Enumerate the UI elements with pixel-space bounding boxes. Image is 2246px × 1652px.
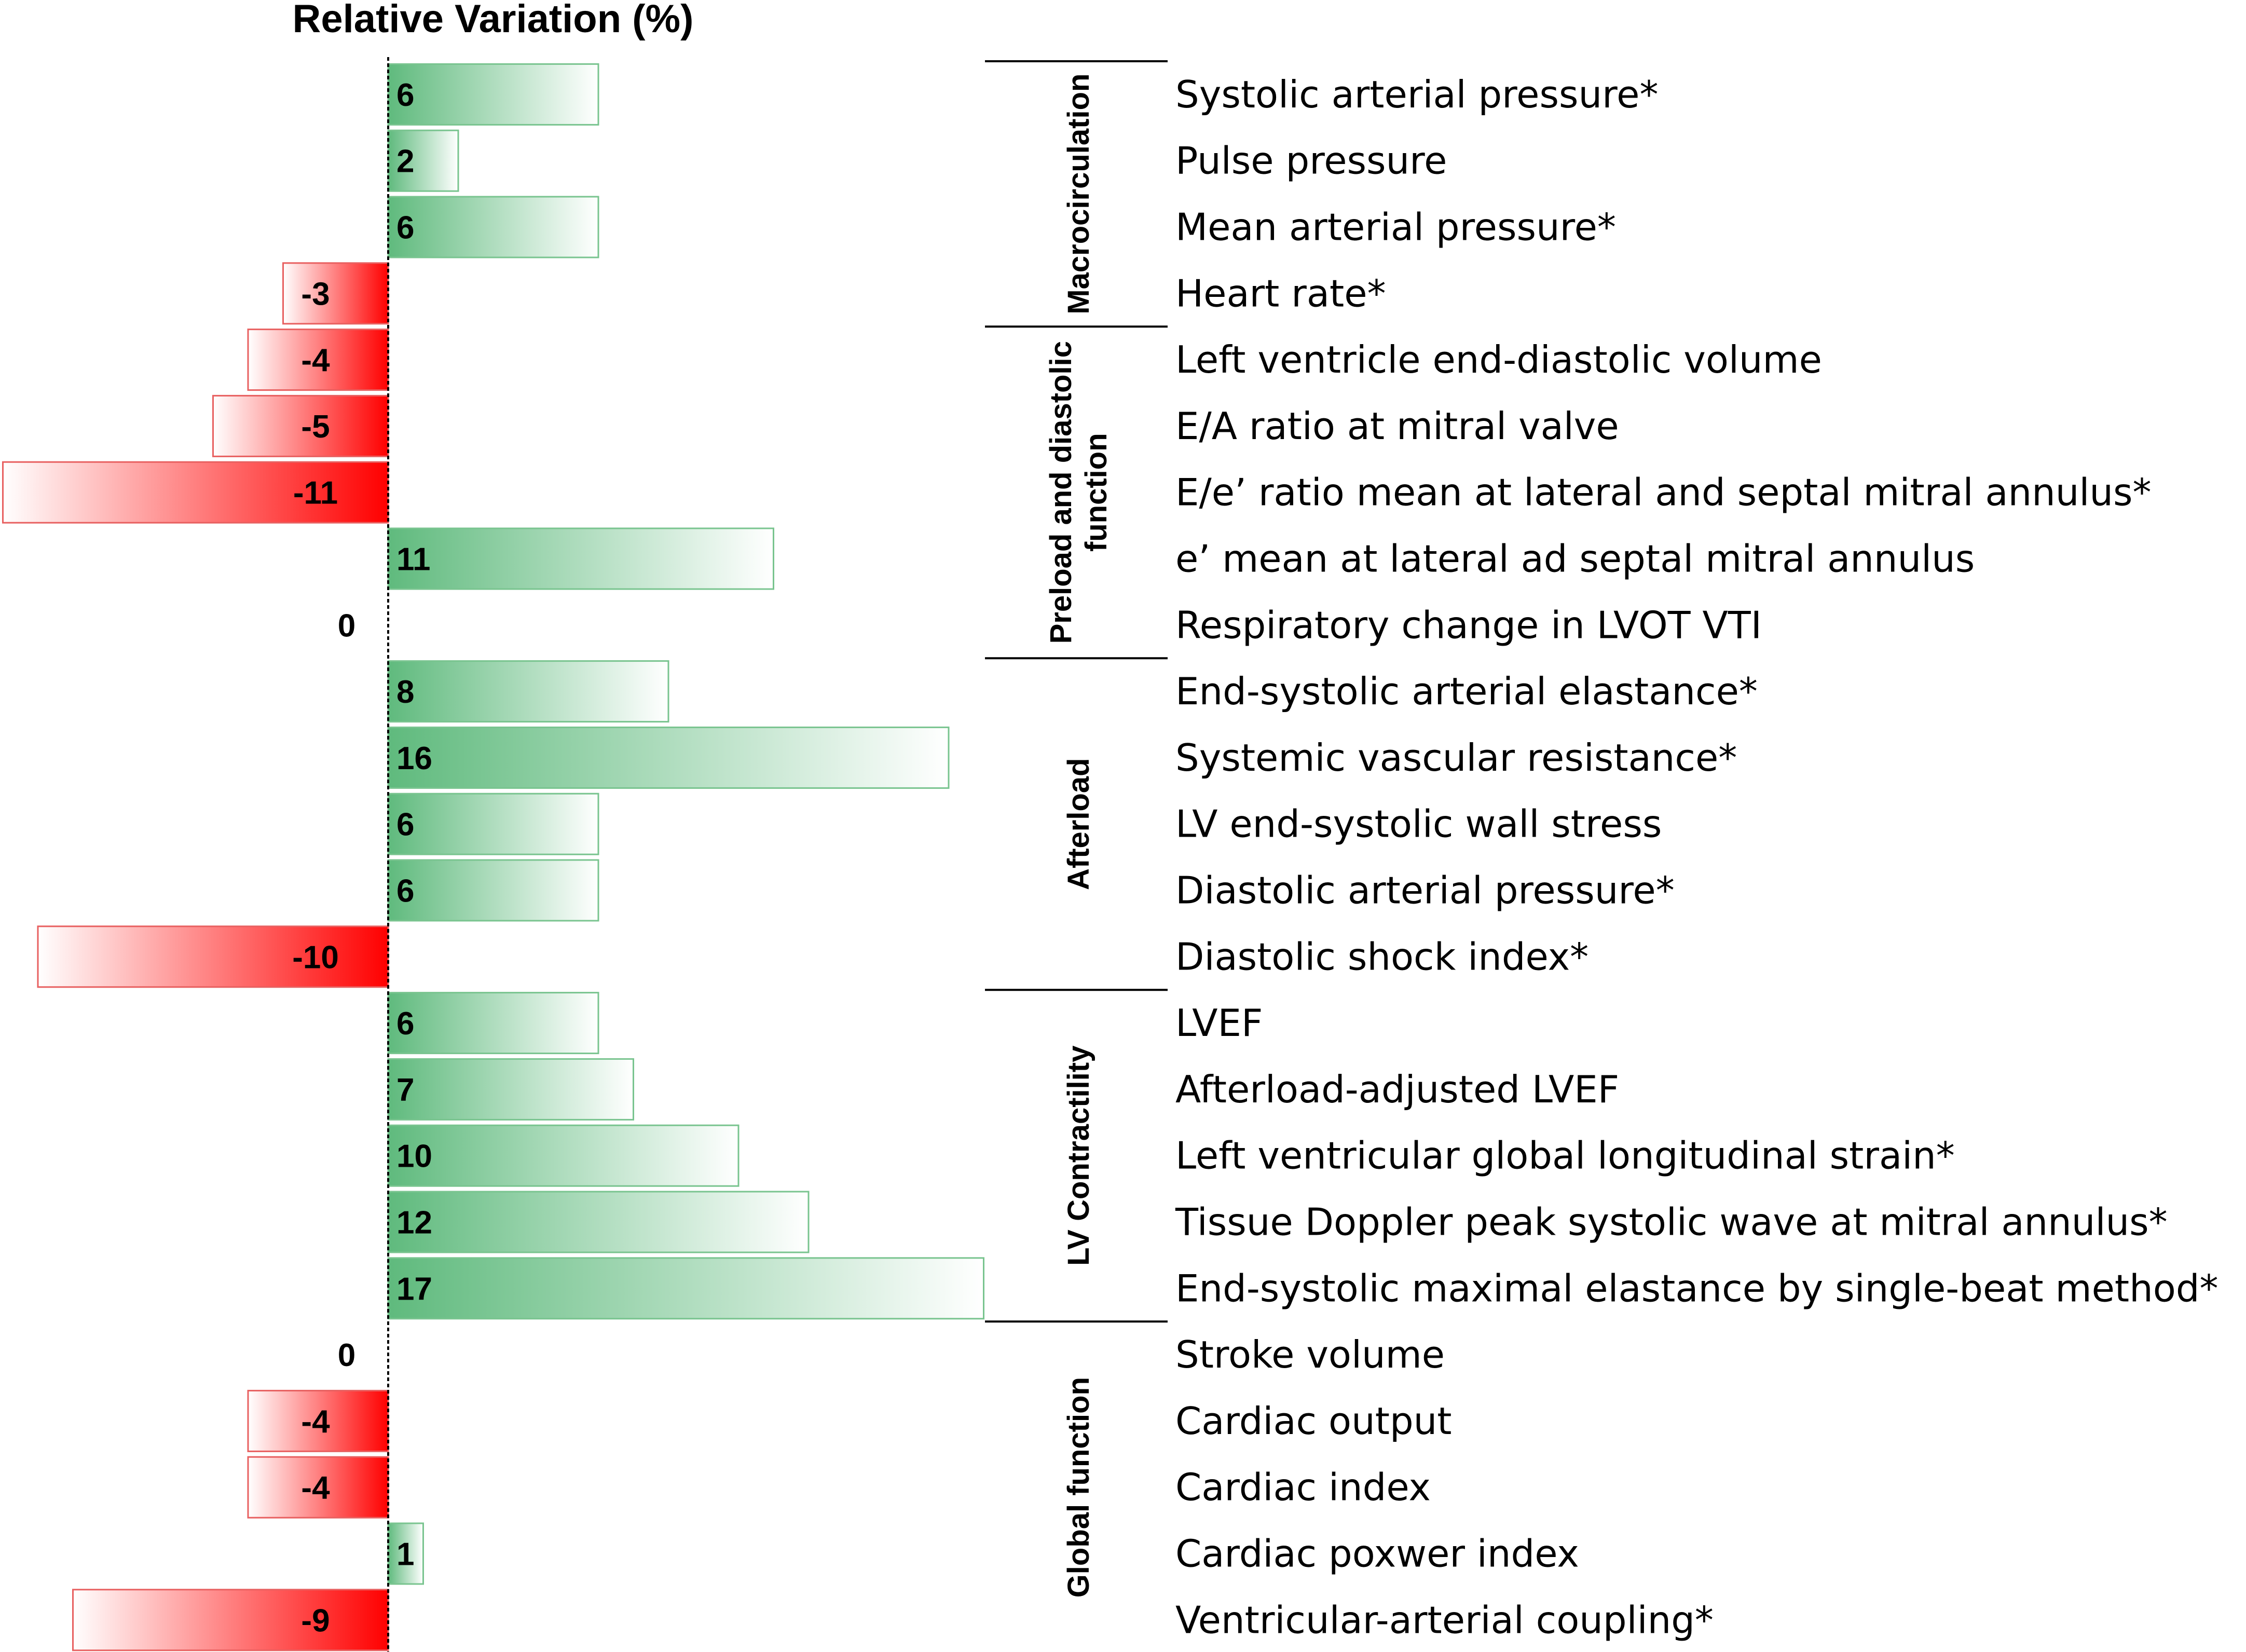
value-label-12: 6	[396, 873, 414, 909]
bar-13	[37, 925, 389, 988]
value-label-2: 6	[396, 210, 414, 246]
value-label-3: -3	[301, 276, 330, 312]
group-title-line: function	[1079, 433, 1113, 552]
row-labels-layer: Systolic arterial pressure* Pulse pressur…	[1175, 73, 2218, 1642]
group-title-line: Global function	[1062, 1377, 1095, 1598]
bar-18	[387, 1257, 984, 1320]
value-label-10: 16	[396, 741, 432, 776]
value-label-5: -5	[301, 409, 330, 445]
value-label-18: 17	[396, 1271, 432, 1307]
bar-22	[387, 1522, 424, 1585]
group-brackets-layer: Macrocirculation Preload and diastolicfun…	[985, 60, 1168, 1598]
bar-6	[2, 461, 389, 524]
value-label-16: 10	[396, 1139, 432, 1175]
value-label-9: 8	[396, 674, 414, 710]
row-label-23: Ventricular-arterial coupling*	[1175, 1598, 1714, 1642]
value-label-8: 0	[338, 608, 355, 644]
row-label-14: LVEF	[1175, 1001, 1263, 1045]
row-label-15: Afterload-adjusted LVEF	[1175, 1068, 1619, 1111]
row-label-20: Cardiac output	[1175, 1399, 1452, 1443]
value-label-0: 6	[396, 77, 414, 113]
bar-0	[387, 63, 599, 126]
value-label-11: 6	[396, 807, 414, 843]
group-title-1: Preload and diastolicfunction	[1044, 341, 1113, 644]
value-label-14: 6	[396, 1006, 414, 1042]
row-label-9: End-systolic arterial elastance*	[1175, 670, 1758, 713]
row-label-0: Systolic arterial pressure*	[1175, 73, 1658, 116]
group-title-line: Afterload	[1062, 758, 1095, 890]
bar-10	[387, 726, 950, 789]
group-title-line: LV Contractility	[1062, 1046, 1095, 1266]
bar-21	[247, 1456, 389, 1519]
row-label-16: Left ventricular global longitudinal str…	[1175, 1134, 1955, 1178]
bar-14	[387, 992, 599, 1055]
bar-15	[387, 1058, 634, 1121]
value-label-13: -10	[292, 939, 339, 975]
row-label-18: End-systolic maximal elastance by single…	[1175, 1266, 2218, 1310]
group-title-0: Macrocirculation	[1062, 74, 1095, 315]
value-label-17: 12	[396, 1205, 432, 1241]
row-label-3: Heart rate*	[1175, 271, 1386, 315]
bar-11	[387, 793, 599, 855]
bar-4	[247, 329, 389, 391]
row-label-8: Respiratory change in LVOT VTI	[1175, 603, 1762, 647]
value-label-1: 2	[396, 144, 414, 180]
bar-16	[387, 1124, 739, 1187]
row-label-17: Tissue Doppler peak systolic wave at mit…	[1175, 1200, 2168, 1244]
bar-2	[387, 196, 599, 258]
value-label-6: -11	[293, 475, 338, 511]
row-label-13: Diastolic shock index*	[1175, 935, 1588, 978]
row-label-6: E/e’ ratio mean at lateral and septal mi…	[1175, 471, 2152, 514]
value-label-7: 11	[396, 542, 431, 578]
bar-1	[387, 129, 459, 192]
group-title-2: Afterload	[1062, 758, 1095, 890]
row-label-1: Pulse pressure	[1175, 139, 1447, 183]
row-label-22: Cardiac poxwer index	[1175, 1532, 1579, 1576]
row-label-19: Stroke volume	[1175, 1333, 1445, 1376]
bars-layer	[2, 63, 984, 1651]
value-label-19: 0	[338, 1337, 355, 1373]
value-label-20: -4	[301, 1404, 330, 1440]
bar-7	[387, 527, 774, 590]
row-label-5: E/A ratio at mitral valve	[1175, 404, 1619, 448]
row-label-10: Systemic vascular resistance*	[1175, 736, 1737, 780]
row-label-4: Left ventricle end-diastolic volume	[1175, 338, 1822, 381]
bar-12	[387, 859, 599, 922]
row-label-21: Cardiac index	[1175, 1466, 1431, 1509]
row-label-2: Mean arterial pressure*	[1175, 206, 1616, 249]
row-label-11: LV end-systolic wall stress	[1175, 802, 1662, 846]
bar-23	[72, 1589, 389, 1651]
value-label-21: -4	[301, 1470, 330, 1506]
value-label-23: -9	[301, 1603, 330, 1639]
chart-title: Relative Variation (%)	[293, 0, 694, 41]
bar-9	[387, 660, 669, 723]
bar-17	[387, 1191, 810, 1253]
bar-3	[282, 262, 389, 325]
row-label-7: e’ mean at lateral ad septal mitral annu…	[1175, 537, 1975, 581]
group-title-line: Macrocirculation	[1062, 74, 1095, 315]
group-title-line: Preload and diastolic	[1044, 341, 1078, 644]
bar-5	[212, 394, 389, 457]
value-label-15: 7	[396, 1072, 414, 1108]
group-title-4: Global function	[1062, 1377, 1095, 1598]
value-label-22: 1	[396, 1537, 414, 1573]
bar-20	[247, 1389, 389, 1452]
value-label-4: -4	[301, 343, 330, 378]
row-label-12: Diastolic arterial pressure*	[1175, 869, 1675, 912]
group-title-3: LV Contractility	[1062, 1046, 1095, 1266]
